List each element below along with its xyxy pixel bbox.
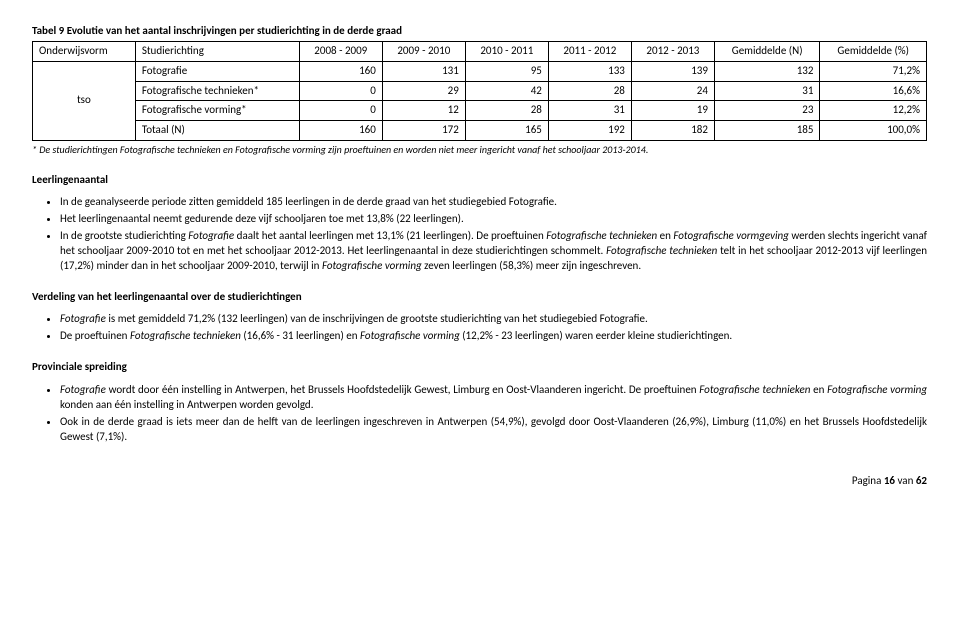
list-item: In de grootste studierichting Fotografie… [60,229,927,274]
italic: Fotografische technieken [606,244,717,257]
cell-label: Fotografische vorming* [135,101,299,121]
text: (16,6% - 31 leerlingen) en [241,329,360,342]
footer-page: 16 [884,474,895,487]
data-table: Onderwijsvorm Studierichting 2008 - 2009… [32,41,927,141]
italic: Fotografische technieken [546,229,657,242]
cell: 165 [465,121,548,141]
text: is met gemiddeld 71,2% (132 leerlingen) … [106,312,648,325]
text: en [657,229,673,242]
cell: 100,0% [820,121,927,141]
col-2009-2010: 2009 - 2010 [382,41,465,61]
text: In de grootste studierichting [60,229,188,242]
footer-label: Pagina [852,474,884,487]
bullet-list: Fotografie wordt door één instelling in … [32,383,927,444]
text: wordt door één instelling in Antwerpen, … [106,383,699,396]
cell: 31 [714,81,820,101]
page-footer: Pagina 16 van 62 [32,474,927,489]
text: en [810,383,827,396]
italic: Fotografische vorming [322,259,422,272]
cell: 160 [299,61,382,81]
list-item: De proeftuinen Fotografische technieken … [60,329,927,344]
table-title: Tabel 9 Evolutie van het aantal inschrij… [32,24,927,39]
cell: 28 [465,101,548,121]
cell: 12 [382,101,465,121]
cell-label: Fotografie [135,61,299,81]
table-header-row: Onderwijsvorm Studierichting 2008 - 2009… [33,41,927,61]
col-2008-2009: 2008 - 2009 [299,41,382,61]
cell-onderwijsvorm: tso [33,61,136,140]
cell: 95 [465,61,548,81]
cell: 24 [631,81,714,101]
cell: 139 [631,61,714,81]
table-footnote: * De studierichtingen Fotografische tech… [32,143,927,157]
cell: 131 [382,61,465,81]
list-item: In de geanalyseerde periode zitten gemid… [60,195,927,210]
cell: 28 [548,81,631,101]
footer-total: 62 [916,474,927,487]
col-onderwijsvorm: Onderwijsvorm [33,41,136,61]
cell: 185 [714,121,820,141]
cell: 0 [299,101,382,121]
list-item: Fotografie is met gemiddeld 71,2% (132 l… [60,312,927,327]
bullet-list: Fotografie is met gemiddeld 71,2% (132 l… [32,312,927,344]
italic: Fotografische vormgeving [673,229,788,242]
cell: 29 [382,81,465,101]
col-2010-2011: 2010 - 2011 [465,41,548,61]
cell: 0 [299,81,382,101]
cell: 192 [548,121,631,141]
italic: Fotografie [60,383,106,396]
cell: 132 [714,61,820,81]
cell-label: Fotografische technieken* [135,81,299,101]
table-row: Fotografische vorming* 0 12 28 31 19 23 … [33,101,927,121]
italic: Fotografische technieken [699,383,810,396]
cell-label: Totaal (N) [135,121,299,141]
col-gemN: Gemiddelde (N) [714,41,820,61]
col-gemPct: Gemiddelde (%) [820,41,927,61]
italic: Fotografische technieken [130,329,241,342]
text: (12,2% - 23 leerlingen) waren eerder kle… [460,329,732,342]
list-item: Ook in de derde graad is iets meer dan d… [60,415,927,445]
cell: 19 [631,101,714,121]
text: De proeftuinen [60,329,130,342]
cell: 42 [465,81,548,101]
text: zeven leerlingen (58,3%) meer zijn inges… [422,259,641,272]
cell: 133 [548,61,631,81]
text: konden aan één instelling in Antwerpen w… [60,398,314,411]
col-studierichting: Studierichting [135,41,299,61]
col-2012-2013: 2012 - 2013 [631,41,714,61]
table-row: tso Fotografie 160 131 95 133 139 132 71… [33,61,927,81]
italic: Fotografische vorming [360,329,460,342]
cell: 12,2% [820,101,927,121]
heading-verdeling: Verdeling van het leerlingenaantal over … [32,290,927,305]
table-row: Fotografische technieken* 0 29 42 28 24 … [33,81,927,101]
cell: 71,2% [820,61,927,81]
heading-provinciaal: Provinciale spreiding [32,360,927,375]
text: daalt het aantal leerlingen met 13,1% (2… [234,229,546,242]
cell: 31 [548,101,631,121]
cell: 182 [631,121,714,141]
footer-label: van [895,474,916,487]
italic: Fotografische vorming [827,383,927,396]
cell: 160 [299,121,382,141]
col-2011-2012: 2011 - 2012 [548,41,631,61]
italic: Fotografie [188,229,234,242]
cell: 172 [382,121,465,141]
italic: Fotografie [60,312,106,325]
list-item: Het leerlingenaantal neemt gedurende dez… [60,212,927,227]
table-row-total: Totaal (N) 160 172 165 192 182 185 100,0… [33,121,927,141]
heading-leerlingenaantal: Leerlingenaantal [32,173,927,188]
bullet-list: In de geanalyseerde periode zitten gemid… [32,195,927,273]
cell: 23 [714,101,820,121]
cell: 16,6% [820,81,927,101]
list-item: Fotografie wordt door één instelling in … [60,383,927,413]
